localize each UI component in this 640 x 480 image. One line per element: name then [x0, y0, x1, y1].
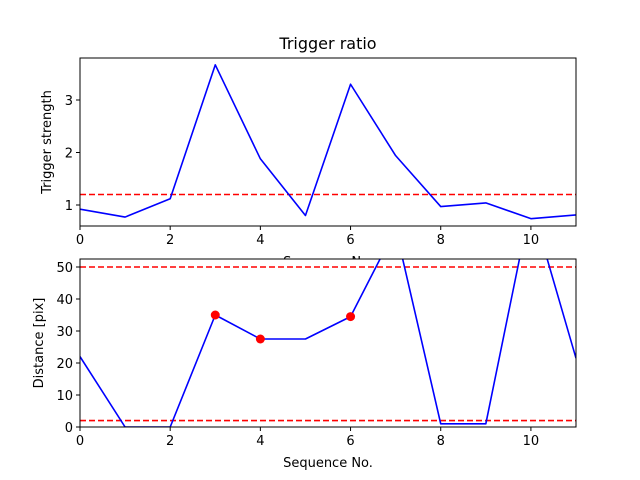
top-x-tick-label: 2	[166, 233, 174, 248]
bottom-highlight-point-2	[346, 312, 356, 322]
top-y-tick-label: 1	[65, 199, 73, 214]
bottom-y-tick-label: 20	[56, 357, 73, 372]
top-chart-title: Trigger ratio	[278, 34, 376, 53]
bottom-panel: 0 2 4 6 8 10 0 10 20 30 40 50 Sequence No. Distance…	[32, 258, 577, 471]
bottom-x-tick-label: 2	[166, 434, 174, 449]
bottom-axes-frame	[79, 258, 577, 428]
bottom-y-axis-label: Distance [pix]	[32, 298, 47, 389]
bottom-x-tick-label: 10	[523, 434, 540, 449]
bottom-x-tick-label: 8	[437, 434, 445, 449]
bottom-y-tick-label: 50	[56, 261, 73, 276]
bottom-y-tick-label: 10	[56, 389, 73, 404]
bottom-y-tick-label: 30	[56, 325, 73, 340]
bottom-highlight-point-1	[255, 334, 265, 344]
top-x-tick-label: 6	[346, 233, 354, 248]
bottom-x-axis-label: Sequence No.	[283, 456, 373, 471]
bottom-x-tick-label: 6	[346, 434, 354, 449]
bottom-highlight-point-0	[210, 310, 220, 320]
bottom-x-tick-label: 4	[256, 434, 264, 449]
top-x-tick-label: 10	[523, 233, 540, 248]
top-y-axis-label: Trigger strength	[40, 90, 55, 195]
bottom-series-line-0	[80, 259, 576, 427]
top-series-line-0	[80, 64, 576, 220]
bottom-series-layer	[80, 259, 576, 427]
top-x-tick-label: 0	[76, 233, 84, 248]
top-series-layer	[80, 64, 576, 220]
top-x-tick-label: 4	[256, 233, 264, 248]
top-x-tick-label: 8	[437, 233, 445, 248]
top-y-tick-label: 2	[65, 147, 73, 162]
bottom-y-tick-label: 0	[65, 421, 73, 436]
top-y-tick-label: 3	[65, 94, 73, 109]
bottom-x-tick-label: 0	[76, 434, 84, 449]
bottom-y-tick-label: 40	[56, 293, 73, 308]
bottom-ticks: 0 2 4 6 8 10 0 10 20 30 40 50	[56, 261, 539, 449]
bottom-axes-background	[80, 259, 576, 427]
top-axes-frame	[79, 57, 577, 227]
